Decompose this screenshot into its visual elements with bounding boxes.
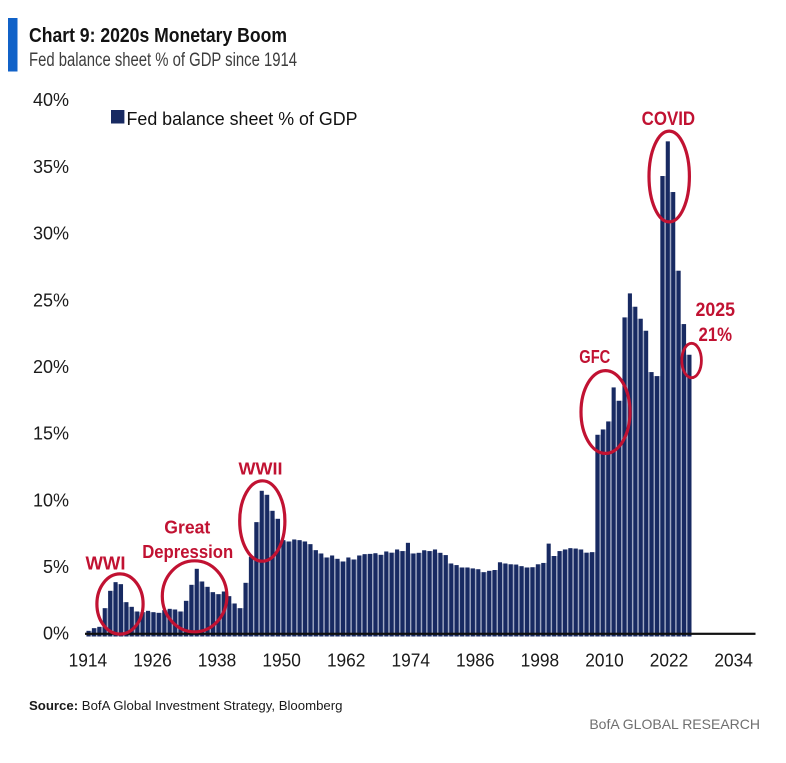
svg-text:20%: 20%	[33, 357, 69, 377]
svg-text:1926: 1926	[133, 651, 172, 671]
svg-text:Fed balance sheet % of GDP: Fed balance sheet % of GDP	[127, 109, 358, 129]
svg-text:2034: 2034	[714, 651, 753, 671]
svg-text:COVID: COVID	[642, 109, 696, 130]
svg-text:1998: 1998	[521, 651, 560, 671]
svg-text:2010: 2010	[585, 651, 624, 671]
svg-text:Depression: Depression	[142, 541, 233, 562]
svg-text:15%: 15%	[33, 424, 69, 444]
svg-text:1950: 1950	[262, 651, 301, 671]
svg-text:2022: 2022	[650, 651, 689, 671]
svg-text:1914: 1914	[69, 651, 108, 671]
svg-text:30%: 30%	[33, 224, 69, 244]
svg-text:35%: 35%	[33, 157, 69, 177]
svg-text:25%: 25%	[33, 290, 69, 310]
svg-text:1986: 1986	[456, 651, 495, 671]
svg-text:WWI: WWI	[86, 553, 126, 574]
svg-text:21%: 21%	[699, 325, 733, 346]
svg-text:1962: 1962	[327, 651, 366, 671]
svg-text:Great: Great	[164, 517, 210, 538]
svg-text:1938: 1938	[198, 651, 237, 671]
svg-text:0%: 0%	[43, 624, 69, 644]
svg-text:BofA GLOBAL RESEARCH: BofA GLOBAL RESEARCH	[589, 716, 760, 732]
svg-text:2025: 2025	[696, 300, 736, 321]
svg-text:GFC: GFC	[579, 346, 610, 367]
svg-text:10%: 10%	[33, 490, 69, 510]
svg-text:WWII: WWII	[239, 459, 283, 479]
svg-text:5%: 5%	[43, 557, 69, 577]
svg-text:Chart 9: 2020s Monetary Boom: Chart 9: 2020s Monetary Boom	[29, 25, 287, 47]
svg-text:40%: 40%	[33, 90, 69, 110]
svg-text:Source: BofA Global Investment: Source: BofA Global Investment Strategy,…	[29, 698, 342, 713]
svg-text:1974: 1974	[392, 651, 431, 671]
svg-text:Fed balance sheet % of GDP sin: Fed balance sheet % of GDP since 1914	[29, 50, 297, 71]
